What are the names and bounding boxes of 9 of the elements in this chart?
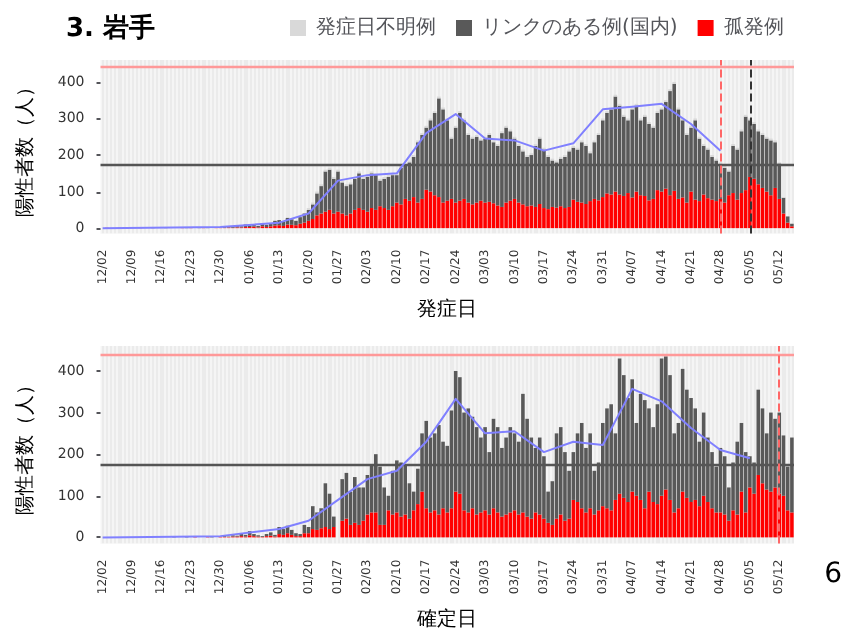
y-axis-title: 陽性者数（人） [13,76,37,217]
y-axis-title: 陽性者数（人） [13,374,37,515]
text: 6 [824,558,843,590]
x-axis-title: 確定日 [415,607,478,631]
legend-label: 孤発例 [723,15,784,39]
legend-label: リンクのある例(国内) [482,15,678,39]
x-axis-title: 発症日 [417,297,478,321]
legend-label: 発症日不明例 [316,15,436,39]
chart-title: 3. 岩手 [66,12,156,44]
